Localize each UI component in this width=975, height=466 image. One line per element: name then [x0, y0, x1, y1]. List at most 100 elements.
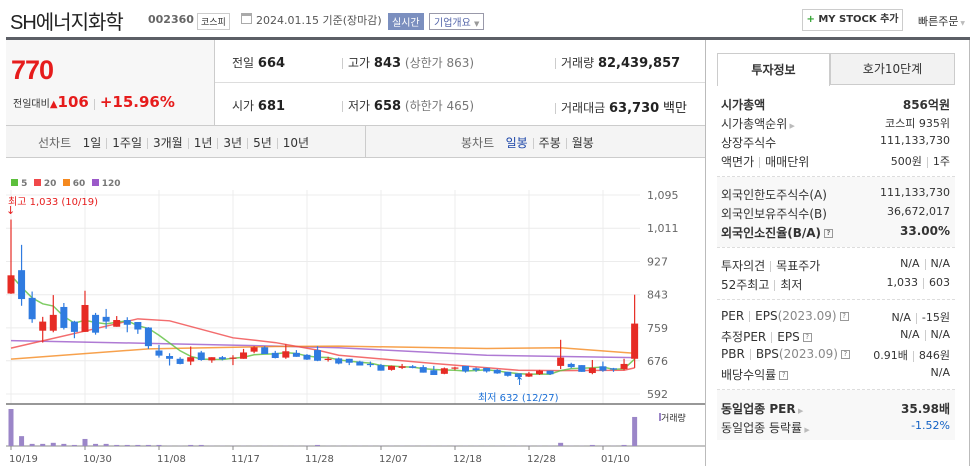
volume-bar [315, 444, 321, 446]
candle-body [49, 314, 57, 331]
info-panel [705, 40, 970, 466]
candle-body [197, 352, 205, 360]
row-per-eps: PER EPS(2023.09)? N/A -15원 [721, 309, 950, 324]
tab-investment-info[interactable]: 투자정보 [717, 53, 830, 86]
ma5-line [10, 274, 636, 375]
x-tick-label: 11/28 [305, 454, 334, 465]
row-industry-per[interactable]: 동일업종 PER ▶ 35.98배 [721, 402, 950, 416]
period-monthly[interactable]: 월봉 [571, 136, 594, 150]
period-5y[interactable]: 5년 [253, 136, 272, 150]
volume-bar [103, 443, 109, 446]
row-listed-shares: 상장주식수 111,133,730 [721, 134, 950, 150]
candle-body [409, 366, 417, 368]
realtime-button[interactable]: 실시간 [388, 13, 424, 30]
my-stock-add-button[interactable]: + MY STOCK 추가 [802, 9, 903, 31]
candle-body [324, 358, 332, 360]
period-1d[interactable]: 1일 [82, 136, 102, 150]
candle-body [366, 363, 374, 366]
row-industry-change[interactable]: 동일업종 등락률 ▶ -1.52% [721, 419, 950, 435]
row-foreign-limit: 외국인한도주식수(A) 111,133,730 [721, 186, 950, 202]
x-tick-label: 12/28 [527, 454, 556, 465]
candle-body [514, 373, 522, 377]
candle-body [567, 363, 575, 368]
candle-body [493, 369, 501, 374]
row-dividend: 배당수익률? N/A [721, 366, 950, 382]
candle-body [377, 365, 385, 371]
candle-body [208, 357, 216, 361]
candle-body [588, 367, 596, 374]
quick-order-label: 빠른주문 [918, 15, 959, 28]
chevron-down-icon: ▼ [474, 20, 480, 28]
stat-prev: 전일 664 [232, 56, 286, 71]
candle-body [155, 350, 163, 356]
y-tick-label: 1,011 [647, 222, 679, 235]
line-chart-periods: 선차트 1일 1주일 3개월 1년 3년 5년 10년 [38, 134, 309, 151]
candle-body [102, 316, 110, 322]
candle-body [472, 368, 480, 371]
plus-icon: + [806, 14, 815, 25]
company-overview-label: 기업개요 [434, 18, 471, 29]
candle-body [430, 370, 438, 376]
row-est-per: 추정PER EPS? N/A N/A [721, 328, 950, 344]
x-tick-label: 12/07 [379, 454, 408, 465]
volume-bar [124, 444, 130, 446]
volume-bar [82, 438, 88, 446]
row-market-cap-rank[interactable]: 시가총액순위 ▶ 코스피 935위 [721, 117, 950, 131]
min-arrow-icon: ↑ [515, 375, 524, 388]
period-weekly[interactable]: 주봉 [538, 136, 561, 150]
price-chart[interactable]: 1,095 1,011 927 843 759 676 592 10/19 10/30 11/08… [0, 158, 705, 466]
candle-body [261, 347, 269, 355]
stat-volume: 거래량 82,439,857 [550, 54, 680, 71]
help-icon[interactable]: ? [839, 312, 849, 321]
tab-order-book[interactable]: 호가10단계 [830, 53, 955, 85]
candle-body [546, 370, 554, 375]
chart-legend: 5 20 60 120 [11, 179, 121, 189]
max-annotation: 최고 1,033 (10/19) [8, 197, 99, 208]
volume-bar [8, 409, 14, 446]
row-52week: 52주최고 최저 1,033 603 [721, 276, 950, 292]
period-10y[interactable]: 10년 [282, 136, 310, 150]
volume-bar [61, 443, 67, 446]
ma60-line [10, 345, 635, 360]
candle-body [134, 321, 142, 330]
candle-body [187, 357, 195, 362]
help-icon[interactable]: ? [779, 371, 789, 380]
candle-body [240, 352, 248, 359]
candle-body [18, 270, 26, 300]
help-icon[interactable]: ? [840, 350, 850, 359]
ma120-line [10, 339, 635, 359]
company-overview-dropdown[interactable]: 기업개요 ▼ [429, 13, 485, 30]
candle-body [356, 361, 364, 366]
help-icon[interactable]: ? [824, 229, 834, 238]
stat-high: 고가 843 (상한가 863) [337, 54, 474, 71]
volume-bar [156, 444, 162, 446]
candle-body [483, 367, 491, 372]
foreign-section [717, 177, 955, 247]
volume-bar [145, 444, 151, 446]
period-1y[interactable]: 1년 [193, 136, 213, 150]
price-change: 전일대비▲106 +15.96% [13, 93, 175, 111]
candle-body [451, 367, 459, 369]
period-1w[interactable]: 1주일 [112, 136, 142, 150]
chart-toolbar [6, 125, 705, 158]
candle-body [345, 358, 353, 363]
quick-order-dropdown[interactable]: 빠른주문 ▼ [918, 13, 965, 29]
candle-body [92, 314, 100, 333]
candle-body [440, 368, 448, 374]
period-daily[interactable]: 일봉 [505, 136, 528, 150]
y-tick-label: 592 [647, 388, 668, 401]
period-3y[interactable]: 3년 [223, 136, 243, 150]
y-tick-label: 1,095 [647, 189, 679, 202]
candle-body [557, 357, 565, 366]
toolbar-divider [365, 126, 366, 157]
period-3m[interactable]: 3개월 [152, 136, 183, 150]
candle-body [335, 358, 343, 364]
volume-bar [40, 443, 46, 446]
candle-chart-periods: 봉차트 일봉 주봉 월봉 [461, 134, 594, 151]
candle-body [398, 366, 406, 368]
stat-low: 저가 658 (하한가 465) [337, 97, 474, 114]
candle-body [314, 350, 322, 361]
help-icon[interactable]: ? [802, 333, 812, 342]
candle-body [70, 321, 78, 332]
change-value: 106 [57, 93, 89, 111]
